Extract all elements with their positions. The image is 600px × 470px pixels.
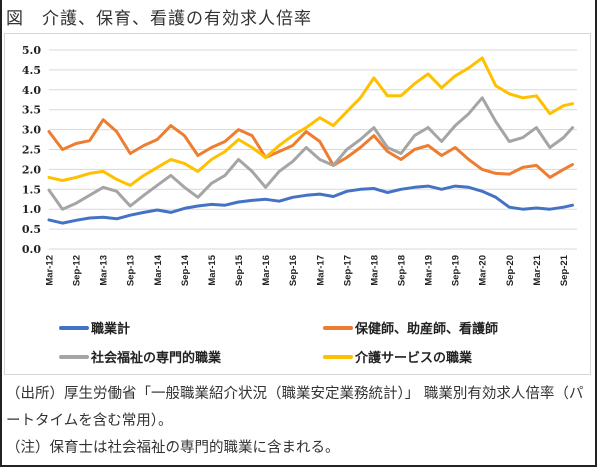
legend-item-total: 職業計: [59, 318, 130, 337]
y-tick-label: 3.0: [22, 124, 41, 137]
legend-swatch-social-welfare: [59, 354, 89, 359]
series-line-1: [47, 118, 574, 179]
figure-title: 図 介護、保育、看護の有効求人倍率: [6, 9, 312, 29]
x-tick-label: Mar-15: [207, 254, 218, 285]
legend-label-total: 職業計: [91, 322, 131, 337]
x-tick-label: Mar-13: [99, 255, 110, 286]
x-tick-label: Mar-18: [369, 255, 380, 286]
x-tick-label: Sep-20: [505, 255, 516, 286]
legend-item-nurse: 保健師、助産師、看護師: [323, 318, 498, 337]
x-tick-label: Mar-17: [315, 255, 326, 286]
legend-item-social-welfare: 社会福祉の専門的職業: [59, 347, 221, 366]
x-tick-label: Sep-15: [234, 254, 245, 286]
x-tick-label: Mar-21: [532, 254, 543, 285]
y-tick-label: 2.5: [22, 144, 41, 157]
y-tick-label: 4.0: [22, 84, 41, 97]
legend-swatch-total: [59, 325, 89, 330]
x-tick-label: Mar-14: [153, 254, 164, 285]
legend-label-care-service: 介護サービスの職業: [355, 351, 473, 366]
x-tick-label: Sep-21: [559, 254, 570, 286]
x-tick-label: Mar-20: [478, 255, 489, 286]
x-tick-label: Sep-18: [397, 255, 408, 286]
y-tick-label: 2.0: [22, 163, 41, 176]
x-tick-label: Sep-19: [451, 255, 462, 286]
x-tick-label: Sep-14: [180, 254, 191, 286]
legend-item-care-service: 介護サービスの職業: [323, 347, 472, 366]
x-tick-label: Sep-13: [126, 255, 137, 286]
x-tick-label: Mar-19: [424, 255, 435, 286]
chart-area: 0.0 0.5 1.0 1.5 2.0 2.5 3.0 3.5 4.0 4.5 5.0 Mar-12 S…: [4, 33, 591, 375]
series-line-0: [47, 184, 574, 225]
legend-swatch-nurse: [323, 325, 353, 330]
footnote: （注）保育士は社会福祉の専門的職業に含まれる。: [6, 440, 340, 456]
x-tick-label: Mar-16: [261, 255, 272, 286]
x-tick-label: Sep-17: [342, 255, 353, 286]
y-tick-label: 0.0: [22, 243, 41, 256]
series-line-3: [47, 56, 574, 187]
line-chart: 0.0 0.5 1.0 1.5 2.0 2.5 3.0 3.5 4.0 4.5 5.0 Mar-12 S…: [22, 44, 577, 286]
source-note: （出所）厚生労働省「一般職業紹介状況（職業安定業務統計）」 職業別有効求人倍率（…: [6, 386, 584, 429]
x-tick-label: Mar-12: [45, 255, 56, 286]
y-tick-label: 3.5: [22, 104, 41, 117]
figure-footer: （出所）厚生労働省「一般職業紹介状況（職業安定業務統計）」 職業別有効求人倍率（…: [6, 381, 594, 462]
legend-swatch-care-service: [323, 354, 353, 359]
y-tick-label: 0.5: [22, 223, 41, 236]
y-tick-label: 1.5: [22, 183, 41, 196]
x-tick-label: Sep-16: [288, 255, 299, 286]
y-tick-label: 1.0: [22, 203, 41, 216]
legend-label-social-welfare: 社会福祉の専門的職業: [91, 351, 222, 366]
x-tick-label: Sep-12: [72, 255, 83, 286]
y-tick-label: 4.5: [22, 64, 41, 77]
series-line-2: [47, 96, 574, 211]
legend-label-nurse: 保健師、助産師、看護師: [355, 322, 499, 337]
y-tick-label: 5.0: [22, 44, 41, 57]
